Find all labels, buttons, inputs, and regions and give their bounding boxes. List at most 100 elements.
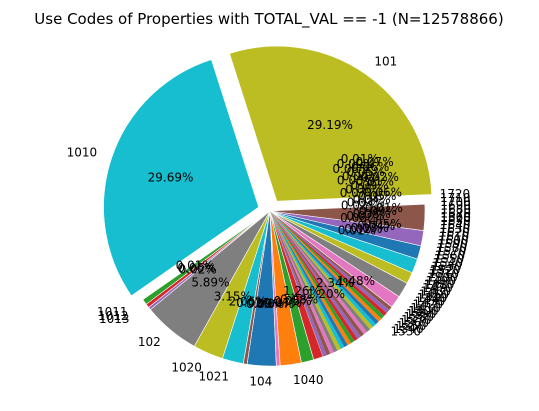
pie-slice [270,211,341,351]
pie-slice [270,211,371,332]
dense-slice-label: 1540 [432,256,463,270]
dense-pct-label: 0.06% [340,211,378,225]
pie-slice [103,59,259,297]
dense-pct-label: 0.02% [341,198,379,212]
pie-slice [270,211,348,348]
dense-slice-label: 1720 [440,187,471,201]
pie-slice [270,211,387,316]
pie-slice [229,45,433,202]
slice-label: 1310 [417,291,448,305]
dense-slice-label: 1690 [440,199,471,213]
dense-slice-label: 1500 [427,270,458,284]
dense-pct-label: 0.07% [340,186,378,200]
slice-label: 1020 [171,360,202,374]
dense-pct-label: 0.05% [347,165,385,179]
pie-slice [270,211,368,335]
dense-slice-label: 1620 [439,226,470,240]
dense-slice-label: 1590 [437,237,468,251]
slice-label: 1040 [293,373,324,387]
slice-pct-label: 1.20% [307,287,345,301]
dense-slice-label: 1560 [435,248,466,262]
dense-pct-label: 0.07% [346,209,384,223]
pie-slice [270,211,331,356]
dense-pct-label: 0.01% [365,201,403,215]
dense-pct-label: 0.03% [337,174,375,188]
dense-slice-label: 1510 [429,267,460,281]
slice-pct-label: 0.04% [256,297,294,311]
dense-slice-label: 1420 [413,298,444,312]
dense-slice-label: 1450 [419,288,450,302]
dense-slice-label: 1410 [410,301,441,315]
dense-slice-label: 1350 [396,319,427,333]
pie-slice [270,211,334,354]
slice-pct-label: 0.01% [176,259,214,273]
slice-pct-label: 1.48% [337,274,375,288]
dense-pct-label: 0.08% [332,162,370,176]
dense-slice-label: 1680 [440,203,471,217]
slice-pct-label: 0.08% [280,292,318,306]
dense-slice-label: 1340 [393,322,424,336]
slice-label: 1011 [97,305,128,319]
dense-slice-label: 1440 [417,291,448,305]
dense-pct-label: 0.06% [351,160,389,174]
dense-slice-label: 1650 [440,214,471,228]
dense-pct-label: 0.01% [341,152,379,166]
slice-label: 102 [138,335,161,349]
dense-slice-label: 1480 [424,277,455,291]
dense-slice-label: 1660 [440,210,471,224]
dense-slice-label: 1460 [420,284,451,298]
slice-pct-label: 0.05% [274,294,312,308]
slice-label: 131 [424,278,447,292]
chart-title: Use Codes of Properties with TOTAL_VAL =… [34,10,503,29]
dense-slice-label: 1670 [440,206,471,220]
slice-pct-label: 0.09% [246,297,284,311]
dense-slice-label: 1330 [391,325,422,339]
pie-slice [270,211,352,346]
slice-pct-label: 3.15% [214,289,252,303]
pie-slice [270,211,382,322]
dense-pct-label: 0.01% [356,174,394,188]
pie-slice [270,211,358,342]
dense-slice-label: 1710 [440,191,471,205]
dense-slice-label: 1490 [426,274,457,288]
slice-pct-label: 2.34% [316,276,354,290]
pie-slice [270,211,338,353]
slice-label: 1010 [67,146,98,160]
dense-slice-label: 1520 [430,263,461,277]
dense-pct-label: 0.04% [353,193,391,207]
dense-pct-label: 0.04% [342,169,380,183]
slice-pct-label: 0.07% [263,296,301,310]
pie-slice [270,211,355,344]
dense-slice-label: 1400 [408,304,439,318]
pie-slice [269,203,426,231]
dense-pct-label: 0.05% [358,189,396,203]
slice-label: 104 [249,374,272,388]
pie-slice [270,211,392,311]
slice-pct-label: 29.69% [148,170,194,184]
dense-pct-label: 0.08% [353,207,391,221]
slice-label: 1012 [98,309,129,323]
dense-pct-label: 0.02% [344,222,382,236]
dense-slice-label: 1610 [439,229,470,243]
slice-label: 1013 [99,312,130,326]
dense-pct-label: 0.09% [359,204,397,218]
pie-slice [270,211,345,349]
slice-pct-label: 29.19% [307,118,353,132]
dense-pct-label: 0.08% [345,182,383,196]
pie-slice [270,211,361,339]
pie-slice [270,211,390,313]
dense-slice-label: 1390 [406,307,437,321]
slice-pct-label: 0.03% [236,296,274,310]
dense-slice-label: 1630 [440,222,471,236]
dense-slice-label: 1700 [440,195,471,209]
pie-slice [270,211,374,330]
slice-pct-label: 5.89% [191,275,229,289]
pie-slices [103,45,433,367]
pie-slice [270,211,364,337]
slice-label: 132 [429,264,452,278]
dense-pct-label: 0.07% [355,155,393,169]
slice-pct-label: 0.02% [179,263,217,277]
dense-slice-label: 1470 [422,281,453,295]
dense-pct-label: 0.06% [364,185,402,199]
slice-pct-label: 0.06% [177,261,215,275]
